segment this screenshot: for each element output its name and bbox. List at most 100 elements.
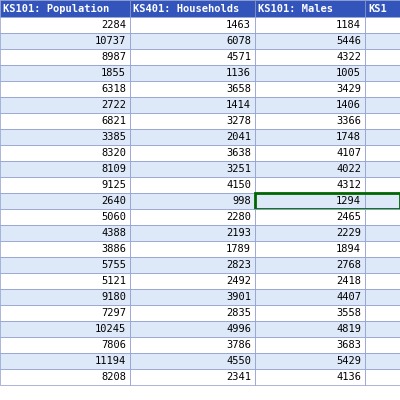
Bar (130, 305, 255, 321)
Bar (130, 225, 255, 241)
Text: 7297: 7297 (101, 308, 126, 318)
Text: 5121: 5121 (101, 276, 126, 286)
Text: 2835: 2835 (226, 308, 251, 318)
Bar (0, 161, 130, 177)
Bar (255, 193, 365, 209)
Bar (0, 337, 130, 353)
Bar (130, 209, 255, 225)
Bar (365, 129, 400, 145)
Bar (130, 321, 255, 337)
Text: 2280: 2280 (226, 212, 251, 222)
Bar (130, 289, 255, 305)
Text: 4136: 4136 (336, 372, 361, 382)
Bar (365, 321, 400, 337)
Bar (130, 241, 255, 257)
Text: 5429: 5429 (336, 356, 361, 366)
Text: 1005: 1005 (336, 68, 361, 78)
Text: 1855: 1855 (101, 68, 126, 78)
Text: 5446: 5446 (336, 36, 361, 46)
Bar (365, 33, 400, 49)
Text: 1789: 1789 (226, 244, 251, 254)
Text: 4150: 4150 (226, 180, 251, 190)
Text: 1748: 1748 (336, 132, 361, 142)
Bar (255, 369, 365, 385)
Bar (0, 241, 130, 257)
Bar (255, 49, 365, 65)
Bar (130, 193, 255, 209)
Text: 2768: 2768 (336, 260, 361, 270)
Bar (255, 145, 365, 161)
Bar (255, 257, 365, 273)
Bar (0, 369, 130, 385)
Bar (0, 113, 130, 129)
Text: 11194: 11194 (95, 356, 126, 366)
Bar (255, 0, 365, 17)
Text: 4312: 4312 (336, 180, 361, 190)
Bar (255, 337, 365, 353)
Text: 1294: 1294 (336, 196, 361, 206)
Bar (0, 33, 130, 49)
Text: 1184: 1184 (336, 20, 361, 30)
Bar (0, 0, 130, 17)
Bar (255, 305, 365, 321)
Bar (255, 161, 365, 177)
Bar (130, 369, 255, 385)
Text: 3786: 3786 (226, 340, 251, 350)
Text: 2229: 2229 (336, 228, 361, 238)
Bar (255, 209, 365, 225)
Text: KS101: Males: KS101: Males (258, 4, 333, 14)
Text: 4819: 4819 (336, 324, 361, 334)
Text: 8208: 8208 (101, 372, 126, 382)
Text: 8320: 8320 (101, 148, 126, 158)
Text: 5060: 5060 (101, 212, 126, 222)
Text: 2465: 2465 (336, 212, 361, 222)
Bar (365, 209, 400, 225)
Text: 4107: 4107 (336, 148, 361, 158)
Text: 3429: 3429 (336, 84, 361, 94)
Text: 4322: 4322 (336, 52, 361, 62)
Text: 998: 998 (232, 196, 251, 206)
Bar (365, 241, 400, 257)
Text: 6318: 6318 (101, 84, 126, 94)
Bar (365, 145, 400, 161)
Text: KS1: KS1 (368, 4, 387, 14)
Text: 4571: 4571 (226, 52, 251, 62)
Text: 3385: 3385 (101, 132, 126, 142)
Bar (0, 145, 130, 161)
Text: 10737: 10737 (95, 36, 126, 46)
Bar (365, 17, 400, 33)
Bar (255, 225, 365, 241)
Bar (0, 273, 130, 289)
Text: 3278: 3278 (226, 116, 251, 126)
Bar (130, 161, 255, 177)
Bar (365, 49, 400, 65)
Bar (365, 161, 400, 177)
Bar (0, 225, 130, 241)
Bar (0, 193, 130, 209)
Text: 2640: 2640 (101, 196, 126, 206)
Bar (0, 81, 130, 97)
Text: 8109: 8109 (101, 164, 126, 174)
Bar (0, 289, 130, 305)
Bar (255, 241, 365, 257)
Bar (0, 17, 130, 33)
Text: 4388: 4388 (101, 228, 126, 238)
Bar (130, 113, 255, 129)
Bar (130, 17, 255, 33)
Text: 3683: 3683 (336, 340, 361, 350)
Bar (0, 305, 130, 321)
Bar (130, 81, 255, 97)
Text: KS101: Population: KS101: Population (3, 4, 109, 14)
Bar (130, 33, 255, 49)
Bar (255, 129, 365, 145)
Bar (365, 193, 400, 209)
Bar (365, 113, 400, 129)
Text: 2341: 2341 (226, 372, 251, 382)
Text: 1463: 1463 (226, 20, 251, 30)
Bar (130, 49, 255, 65)
Bar (365, 0, 400, 17)
Bar (365, 273, 400, 289)
Bar (130, 129, 255, 145)
Bar (365, 289, 400, 305)
Bar (365, 305, 400, 321)
